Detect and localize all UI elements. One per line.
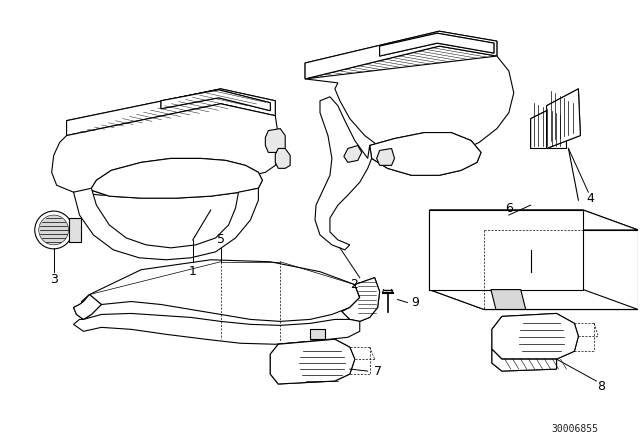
Polygon shape	[377, 148, 394, 165]
Polygon shape	[370, 133, 481, 175]
Text: 1: 1	[189, 265, 196, 278]
Ellipse shape	[35, 211, 72, 249]
Ellipse shape	[39, 215, 68, 245]
Ellipse shape	[525, 247, 536, 253]
Polygon shape	[547, 89, 580, 148]
Polygon shape	[81, 260, 360, 321]
Text: 30006855: 30006855	[551, 424, 598, 434]
Text: 2: 2	[350, 278, 358, 291]
Text: 4: 4	[586, 192, 595, 205]
Polygon shape	[74, 188, 259, 260]
Polygon shape	[74, 294, 101, 319]
Polygon shape	[370, 133, 481, 175]
Polygon shape	[92, 159, 262, 198]
Polygon shape	[74, 294, 101, 319]
Polygon shape	[429, 289, 638, 310]
Polygon shape	[344, 146, 362, 162]
Polygon shape	[161, 90, 270, 111]
Polygon shape	[305, 31, 497, 79]
Text: 8: 8	[597, 380, 605, 393]
Polygon shape	[380, 33, 494, 56]
Polygon shape	[429, 210, 638, 230]
Polygon shape	[484, 230, 638, 310]
Polygon shape	[380, 33, 494, 56]
Polygon shape	[305, 31, 497, 79]
Text: 3: 3	[50, 273, 58, 286]
Polygon shape	[429, 210, 638, 230]
Polygon shape	[275, 148, 290, 168]
Polygon shape	[270, 339, 355, 384]
Polygon shape	[67, 89, 275, 136]
Polygon shape	[531, 101, 566, 148]
Polygon shape	[67, 89, 275, 136]
Polygon shape	[429, 210, 583, 289]
FancyBboxPatch shape	[437, 218, 575, 282]
Polygon shape	[305, 56, 514, 159]
Text: 5: 5	[216, 233, 225, 246]
Polygon shape	[310, 329, 325, 339]
Polygon shape	[491, 289, 525, 310]
Polygon shape	[429, 289, 638, 310]
Polygon shape	[492, 314, 579, 359]
Polygon shape	[74, 314, 360, 344]
Ellipse shape	[516, 323, 568, 353]
Polygon shape	[92, 159, 262, 198]
Polygon shape	[492, 314, 579, 359]
Polygon shape	[492, 349, 557, 371]
Polygon shape	[161, 90, 270, 111]
Polygon shape	[270, 339, 355, 384]
Ellipse shape	[297, 350, 347, 378]
Polygon shape	[492, 349, 557, 371]
Text: 6: 6	[505, 202, 513, 215]
Text: 9: 9	[412, 296, 419, 309]
Polygon shape	[342, 278, 380, 321]
Polygon shape	[52, 104, 280, 195]
Polygon shape	[266, 129, 285, 152]
Polygon shape	[531, 101, 566, 148]
Polygon shape	[429, 210, 583, 289]
Polygon shape	[315, 97, 372, 250]
Polygon shape	[484, 230, 638, 310]
Polygon shape	[68, 218, 81, 242]
Polygon shape	[342, 278, 380, 321]
Polygon shape	[547, 89, 580, 148]
Text: 7: 7	[374, 365, 381, 378]
